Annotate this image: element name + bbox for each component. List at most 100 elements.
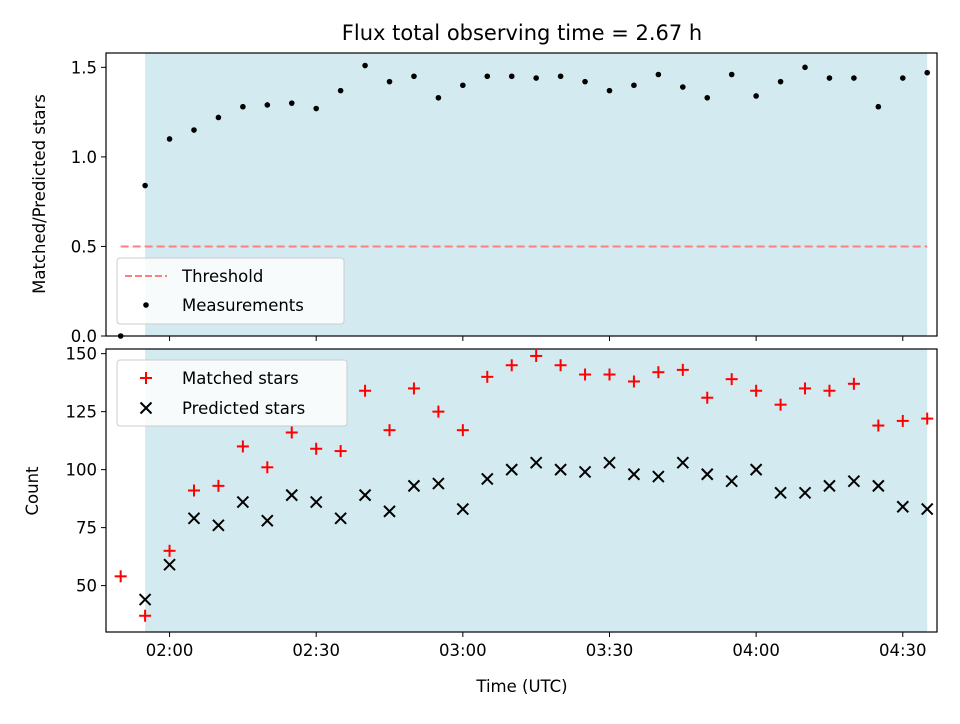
- legend-matched-label: Matched stars: [182, 369, 299, 388]
- predicted-point: [896, 500, 909, 513]
- measurement-point: [484, 73, 491, 80]
- bottom-panel: 50 75 100 125 150 02:00 02:30 03:00 03:30 04:00 04…: [66, 345, 938, 660]
- x-axis-label: Time (UTC): [475, 677, 567, 696]
- predicted-point: [701, 468, 714, 481]
- bottom-ytick-label: 100: [66, 461, 98, 480]
- matched-point: [774, 398, 787, 411]
- measurement-point: [191, 127, 197, 133]
- chart-title: Flux total observing time = 2.67 h: [342, 21, 702, 45]
- bottom-ytick-label: 75: [76, 519, 97, 538]
- measurement-point: [411, 73, 417, 80]
- measurement-point: [142, 182, 148, 189]
- matched-point: [676, 363, 689, 376]
- matched-point: [187, 484, 200, 497]
- predicted-point: [823, 479, 836, 493]
- bottom-legend-box: [116, 359, 348, 427]
- measurement-point: [899, 75, 906, 81]
- matched-point: [236, 440, 249, 453]
- measurement-point: [240, 103, 246, 110]
- matched-point: [407, 382, 420, 395]
- legend-plus-mark: [140, 372, 152, 384]
- predicted-point: [163, 558, 176, 571]
- measurement-point: [802, 64, 808, 71]
- predicted-point: [554, 463, 567, 476]
- top-axes-frame: [105, 52, 938, 337]
- bottom-axes-frame: [105, 348, 938, 633]
- matched-point: [334, 445, 347, 458]
- predicted-point: [774, 486, 787, 500]
- legend-threshold-label: Threshold: [181, 267, 263, 286]
- predicted-point: [187, 512, 201, 525]
- predicted-point: [358, 488, 372, 502]
- matched-point: [114, 570, 127, 583]
- predicted-point: [676, 456, 690, 469]
- predicted-point: [212, 519, 225, 532]
- measurement-point: [875, 103, 882, 110]
- predicted-point: [529, 456, 543, 469]
- matched-point: [359, 384, 372, 397]
- matched-point: [921, 412, 934, 425]
- predicted-point: [872, 479, 885, 493]
- measurement-point: [435, 94, 442, 101]
- measurement-point: [166, 136, 173, 142]
- measurement-point: [386, 78, 393, 85]
- top-legend: Threshold Measurements: [116, 257, 345, 325]
- predicted-point: [652, 470, 665, 483]
- matched-point: [530, 349, 543, 362]
- measurement-point: [313, 105, 319, 112]
- predicted-point: [505, 463, 518, 476]
- predicted-point: [236, 495, 250, 509]
- legend-predicted-label: Predicted stars: [182, 399, 305, 418]
- predicted-point: [481, 472, 494, 486]
- bottom-y-axis-label: Count: [23, 466, 42, 516]
- predicted-point: [456, 502, 470, 516]
- matched-point: [163, 544, 176, 557]
- matched-point: [896, 414, 909, 427]
- measurement-point: [704, 94, 711, 101]
- predicted-point: [627, 468, 641, 481]
- bottom-ytick-label: 50: [76, 577, 97, 596]
- matched-point: [872, 419, 885, 432]
- matched-point: [481, 370, 494, 383]
- matched-point: [310, 442, 323, 455]
- xtick-label: 02:00: [146, 641, 194, 660]
- predicted-point: [725, 475, 738, 488]
- predicted-point: [432, 477, 445, 490]
- matched-point: [579, 368, 592, 381]
- matched-point: [652, 366, 665, 379]
- measurement-point: [508, 73, 515, 80]
- legend-measurements-label: Measurements: [182, 296, 304, 315]
- measurement-point: [826, 75, 833, 81]
- measurement-point: [264, 102, 271, 108]
- predicted-point: [334, 512, 347, 525]
- matched-point: [823, 384, 836, 397]
- measurement-point: [557, 73, 564, 80]
- bottom-legend: Matched stars Predicted stars: [116, 359, 348, 427]
- predicted-point: [921, 502, 934, 516]
- matched-point: [432, 405, 445, 418]
- measurement-point: [631, 82, 637, 89]
- measurement-point: [924, 69, 931, 76]
- predicted-point: [603, 456, 616, 469]
- matched-point: [847, 377, 860, 390]
- matched-point: [603, 368, 616, 381]
- matched-point: [456, 424, 469, 437]
- xtick-label: 03:00: [439, 641, 487, 660]
- legend-x-mark: [139, 401, 153, 415]
- measurement-point: [851, 75, 857, 81]
- predicted-point: [383, 505, 396, 518]
- measurement-point: [533, 75, 539, 81]
- matched-point: [701, 391, 714, 404]
- predicted-point: [261, 514, 274, 527]
- matched-point: [285, 426, 298, 439]
- top-ytick-label: 1.0: [71, 148, 97, 167]
- xtick-label: 04:00: [732, 641, 780, 660]
- matched-point: [261, 461, 274, 474]
- measurement-point: [606, 87, 613, 94]
- measurement-point: [337, 87, 344, 94]
- top-ytick-label: 0.5: [71, 237, 97, 256]
- measurement-point: [460, 82, 466, 89]
- measurement-point: [582, 78, 588, 85]
- measurement-point: [777, 78, 784, 85]
- matched-point: [799, 382, 812, 395]
